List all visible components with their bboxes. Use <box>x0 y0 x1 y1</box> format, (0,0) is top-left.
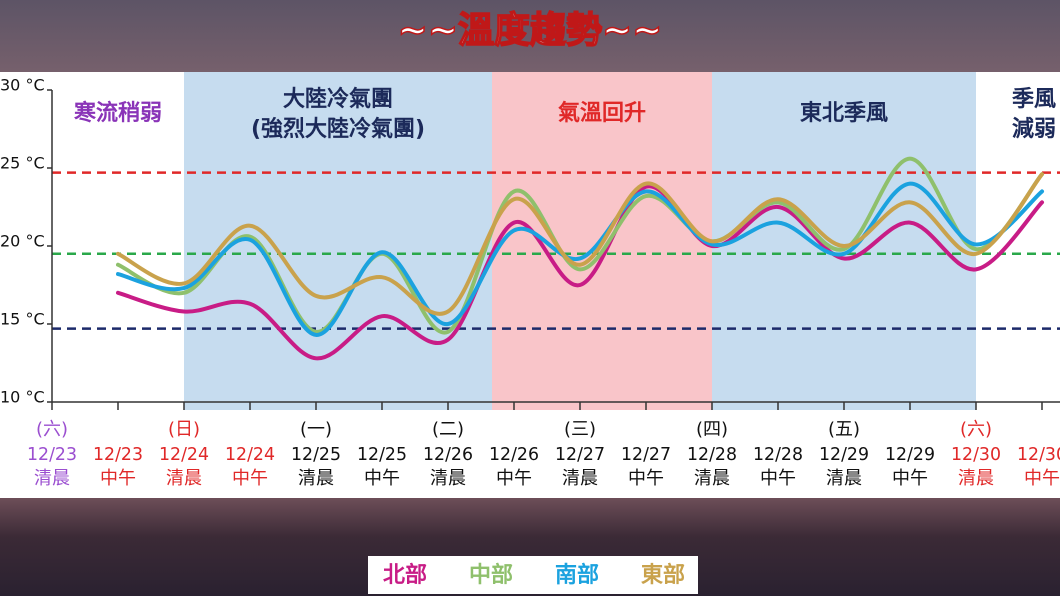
region-label: 季風 <box>1012 87 1056 112</box>
y-tick-label: 10 °C <box>0 388 45 407</box>
x-tick-weekday: (六) <box>960 419 992 440</box>
x-tick-label: 12/29 <box>819 444 869 465</box>
x-tick-time: 清晨 <box>166 468 202 489</box>
x-tick-label: 12/29 <box>885 444 935 465</box>
x-tick-weekday: (三) <box>564 419 596 440</box>
x-tick-label: 12/28 <box>687 444 737 465</box>
x-tick-label: 12/30 <box>951 444 1001 465</box>
x-tick-time: 清晨 <box>826 468 862 489</box>
header-bg <box>0 0 1060 72</box>
x-tick-label: 12/23 <box>27 444 77 465</box>
x-tick-time: 清晨 <box>34 468 70 489</box>
x-tick-label: 12/28 <box>753 444 803 465</box>
x-tick-time: 中午 <box>496 468 532 489</box>
region-label: (強烈大陸冷氣團) <box>251 116 425 142</box>
legend-entry: 中部 <box>469 562 513 588</box>
region <box>712 72 976 410</box>
chart-title: ~~溫度趨勢~~ <box>398 10 663 51</box>
legend-entry: 南部 <box>555 562 599 588</box>
region <box>52 72 184 410</box>
y-tick-label: 15 °C <box>0 310 45 329</box>
x-tick-label: 12/23 <box>93 444 143 465</box>
x-tick-weekday: (日) <box>168 419 200 440</box>
x-tick-weekday: (一) <box>300 419 332 440</box>
x-tick-weekday: (五) <box>828 419 860 440</box>
x-tick-time: 中午 <box>1024 468 1060 489</box>
x-tick-label: 12/24 <box>159 444 209 465</box>
x-tick-label: 12/27 <box>621 444 671 465</box>
y-tick-label: 30 °C <box>0 76 45 95</box>
x-tick-weekday: (六) <box>36 419 68 440</box>
region-label: 東北季風 <box>800 101 888 126</box>
x-tick-time: 中午 <box>760 468 796 489</box>
x-tick-time: 清晨 <box>958 468 994 489</box>
y-tick-label: 25 °C <box>0 154 45 173</box>
x-tick-time: 中午 <box>232 468 268 489</box>
x-tick-time: 中午 <box>100 468 136 489</box>
region-label: 氣溫回升 <box>558 100 646 126</box>
region-label: 大陸冷氣團 <box>283 86 393 112</box>
x-tick-time: 清晨 <box>298 468 334 489</box>
y-tick-label: 20 °C <box>0 232 45 251</box>
region-label: 寒流稍弱 <box>74 100 162 126</box>
x-tick-time: 清晨 <box>430 468 466 489</box>
legend-box <box>368 556 698 594</box>
x-tick-weekday: (二) <box>432 419 464 440</box>
x-tick-time: 中午 <box>364 468 400 489</box>
x-tick-time: 清晨 <box>694 468 730 489</box>
x-tick-label: 12/25 <box>357 444 407 465</box>
x-tick-label: 12/26 <box>423 444 473 465</box>
x-tick-label: 12/27 <box>555 444 605 465</box>
x-tick-label: 12/25 <box>291 444 341 465</box>
x-tick-label: 12/26 <box>489 444 539 465</box>
region-label: 減弱 <box>1012 117 1056 142</box>
x-tick-time: 中午 <box>892 468 928 489</box>
x-tick-time: 中午 <box>628 468 664 489</box>
x-tick-label: 12/30 <box>1017 444 1060 465</box>
legend-entry: 北部 <box>383 562 427 588</box>
series-line <box>116 172 1044 316</box>
x-tick-label: 12/24 <box>225 444 275 465</box>
legend-entry: 東部 <box>641 562 685 588</box>
series-line <box>116 184 1044 361</box>
x-tick-weekday: (四) <box>696 419 728 440</box>
x-tick-time: 清晨 <box>562 468 598 489</box>
